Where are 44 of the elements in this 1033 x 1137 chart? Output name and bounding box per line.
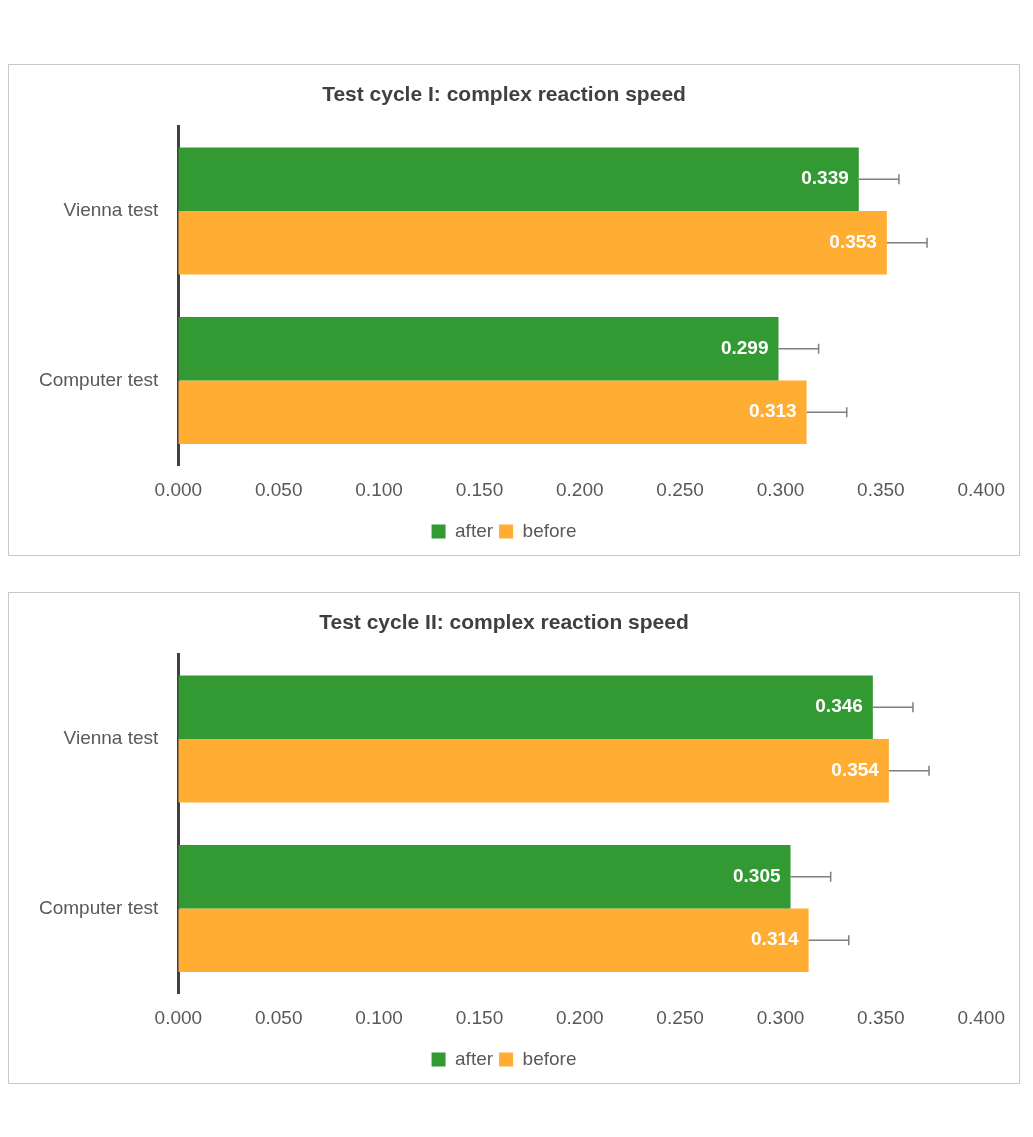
y-tick-label: Vienna test	[63, 727, 160, 749]
x-tick-label: 0.250	[656, 478, 704, 500]
x-tick-label: 0.350	[857, 1006, 905, 1028]
bar	[178, 908, 809, 973]
x-tick-label: 0.400	[957, 1006, 1005, 1028]
data-label: 0.313	[749, 400, 797, 422]
y-tick-label: Computer test	[39, 368, 160, 390]
x-tick-label: 0.400	[957, 478, 1005, 500]
bar	[178, 210, 887, 275]
x-tick-label: 0.050	[254, 1006, 303, 1028]
legend-label: after	[455, 1047, 494, 1069]
chart-title: Test cycle II: complex reaction speed	[319, 610, 689, 634]
y-tick-label: Computer test	[39, 896, 160, 918]
y-tick-label: Vienna test	[63, 199, 160, 221]
x-tick-label: 0.000	[154, 478, 203, 500]
x-tick-label: 0.100	[355, 1006, 403, 1028]
x-tick-label: 0.200	[556, 478, 604, 500]
data-label: 0.305	[732, 864, 781, 886]
data-label: 0.339	[801, 167, 849, 189]
bar	[178, 380, 807, 445]
x-tick-label: 0.000	[154, 1006, 203, 1028]
x-tick-label: 0.150	[455, 478, 504, 500]
data-label: 0.299	[720, 336, 769, 358]
x-tick-label: 0.250	[656, 1006, 704, 1028]
x-tick-label: 0.300	[756, 1006, 805, 1028]
data-label: 0.346	[815, 695, 863, 717]
x-tick-label: 0.200	[556, 1006, 604, 1028]
legend-label: after	[455, 519, 494, 541]
bar	[178, 675, 873, 739]
bar	[178, 316, 779, 381]
bar	[178, 844, 791, 909]
legend-label: before	[522, 1047, 577, 1069]
data-label: 0.353	[829, 230, 877, 252]
x-tick-label: 0.100	[355, 478, 403, 500]
data-label: 0.354	[831, 758, 880, 780]
x-tick-label: 0.050	[254, 478, 303, 500]
x-tick-label: 0.350	[857, 478, 905, 500]
legend-label: before	[522, 519, 577, 541]
data-label: 0.314	[751, 928, 800, 950]
x-tick-label: 0.300	[756, 478, 805, 500]
bar	[178, 738, 889, 803]
chart-title: Test cycle I: complex reaction speed	[322, 82, 686, 106]
x-tick-label: 0.150	[455, 1006, 504, 1028]
bar	[178, 147, 859, 211]
